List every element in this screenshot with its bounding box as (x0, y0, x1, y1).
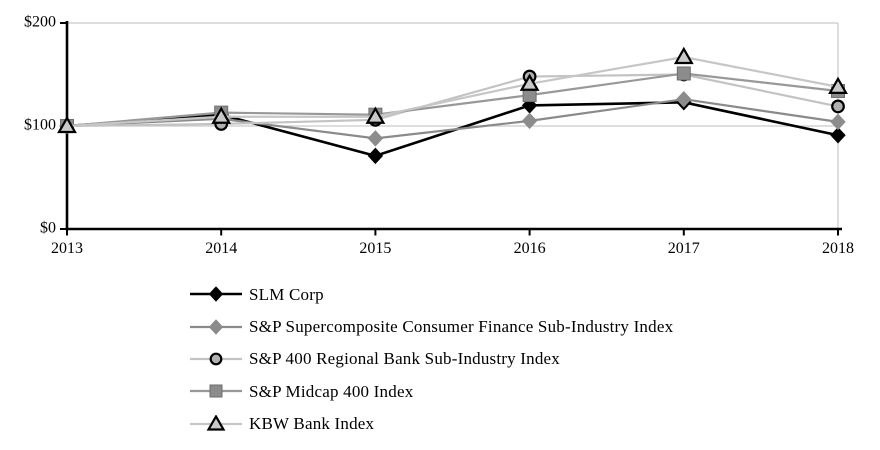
square-marker (676, 66, 691, 81)
circle-marker (831, 99, 845, 114)
circle-marker (209, 352, 223, 366)
y-tick-label: $0 (40, 220, 56, 237)
x-tick-label: 2014 (205, 240, 237, 257)
x-tick-label: 2016 (514, 240, 546, 257)
triangle-marker (828, 76, 848, 94)
diamond-marker (208, 318, 224, 335)
diamond-marker (367, 147, 384, 165)
diamond-marker (830, 113, 846, 131)
square-marker (209, 384, 223, 398)
series-4 (57, 46, 848, 134)
legend-swatch-slm-corp (190, 286, 242, 302)
series-line (66, 73, 839, 128)
triangle-marker (211, 106, 232, 124)
triangle-marker (206, 414, 226, 431)
legend-label-regional-bank-index: S&P 400 Regional Bank Sub-Industry Index (249, 349, 560, 369)
diamond-marker (676, 90, 692, 108)
legend-label-slm-corp: SLM Corp (249, 284, 324, 304)
y-tick-label: $100 (24, 117, 56, 134)
x-tick-label: 2015 (359, 240, 391, 257)
legend-label-consumer-finance-index: S&P Supercomposite Consumer Finance Sub-… (249, 317, 674, 337)
legend-label-kbw-bank-index: KBW Bank Index (249, 414, 375, 434)
legend-item-midcap-400-index: S&P Midcap 400 Index (190, 375, 673, 407)
triangle-marker (57, 115, 77, 134)
x-tick-label: 2017 (668, 240, 700, 257)
legend-item-consumer-finance-index: S&P Supercomposite Consumer Finance Sub-… (190, 310, 673, 342)
legend-swatch-midcap-400-index (190, 384, 242, 398)
legend-item-kbw-bank-index: KBW Bank Index (190, 408, 673, 440)
series-line (66, 72, 839, 128)
legend-swatch-kbw-bank-index (190, 414, 242, 431)
legend-item-slm-corp: SLM Corp (190, 278, 673, 310)
triangle-marker (673, 46, 694, 65)
triangle-marker (365, 106, 386, 124)
series-line (66, 55, 839, 128)
diamond-marker (521, 112, 538, 130)
legend-label-midcap-400-index: S&P Midcap 400 Index (249, 381, 414, 401)
legend-swatch-consumer-finance-index (190, 318, 242, 335)
chart-legend: SLM Corp S&P Supercomposite Consumer Fin… (190, 278, 673, 440)
series-line (66, 98, 839, 140)
y-tick-label: $200 (24, 14, 56, 31)
performance-chart-canvas: $0 $100 $200 2013 2014 2015 2016 2017 2018 (24, 14, 854, 257)
legend-item-regional-bank-index: S&P 400 Regional Bank Sub-Industry Index (190, 343, 673, 375)
diamond-marker (830, 127, 846, 144)
diamond-marker (367, 130, 384, 147)
x-tick-label: 2013 (51, 240, 83, 257)
diamond-marker (208, 286, 224, 302)
triangle-marker (519, 73, 540, 91)
x-tick-label: 2018 (822, 240, 854, 257)
chart-area: $0 $100 $200 2013 2014 2015 2016 2017 2018 (24, 14, 854, 257)
legend-swatch-regional-bank-index (190, 352, 242, 366)
